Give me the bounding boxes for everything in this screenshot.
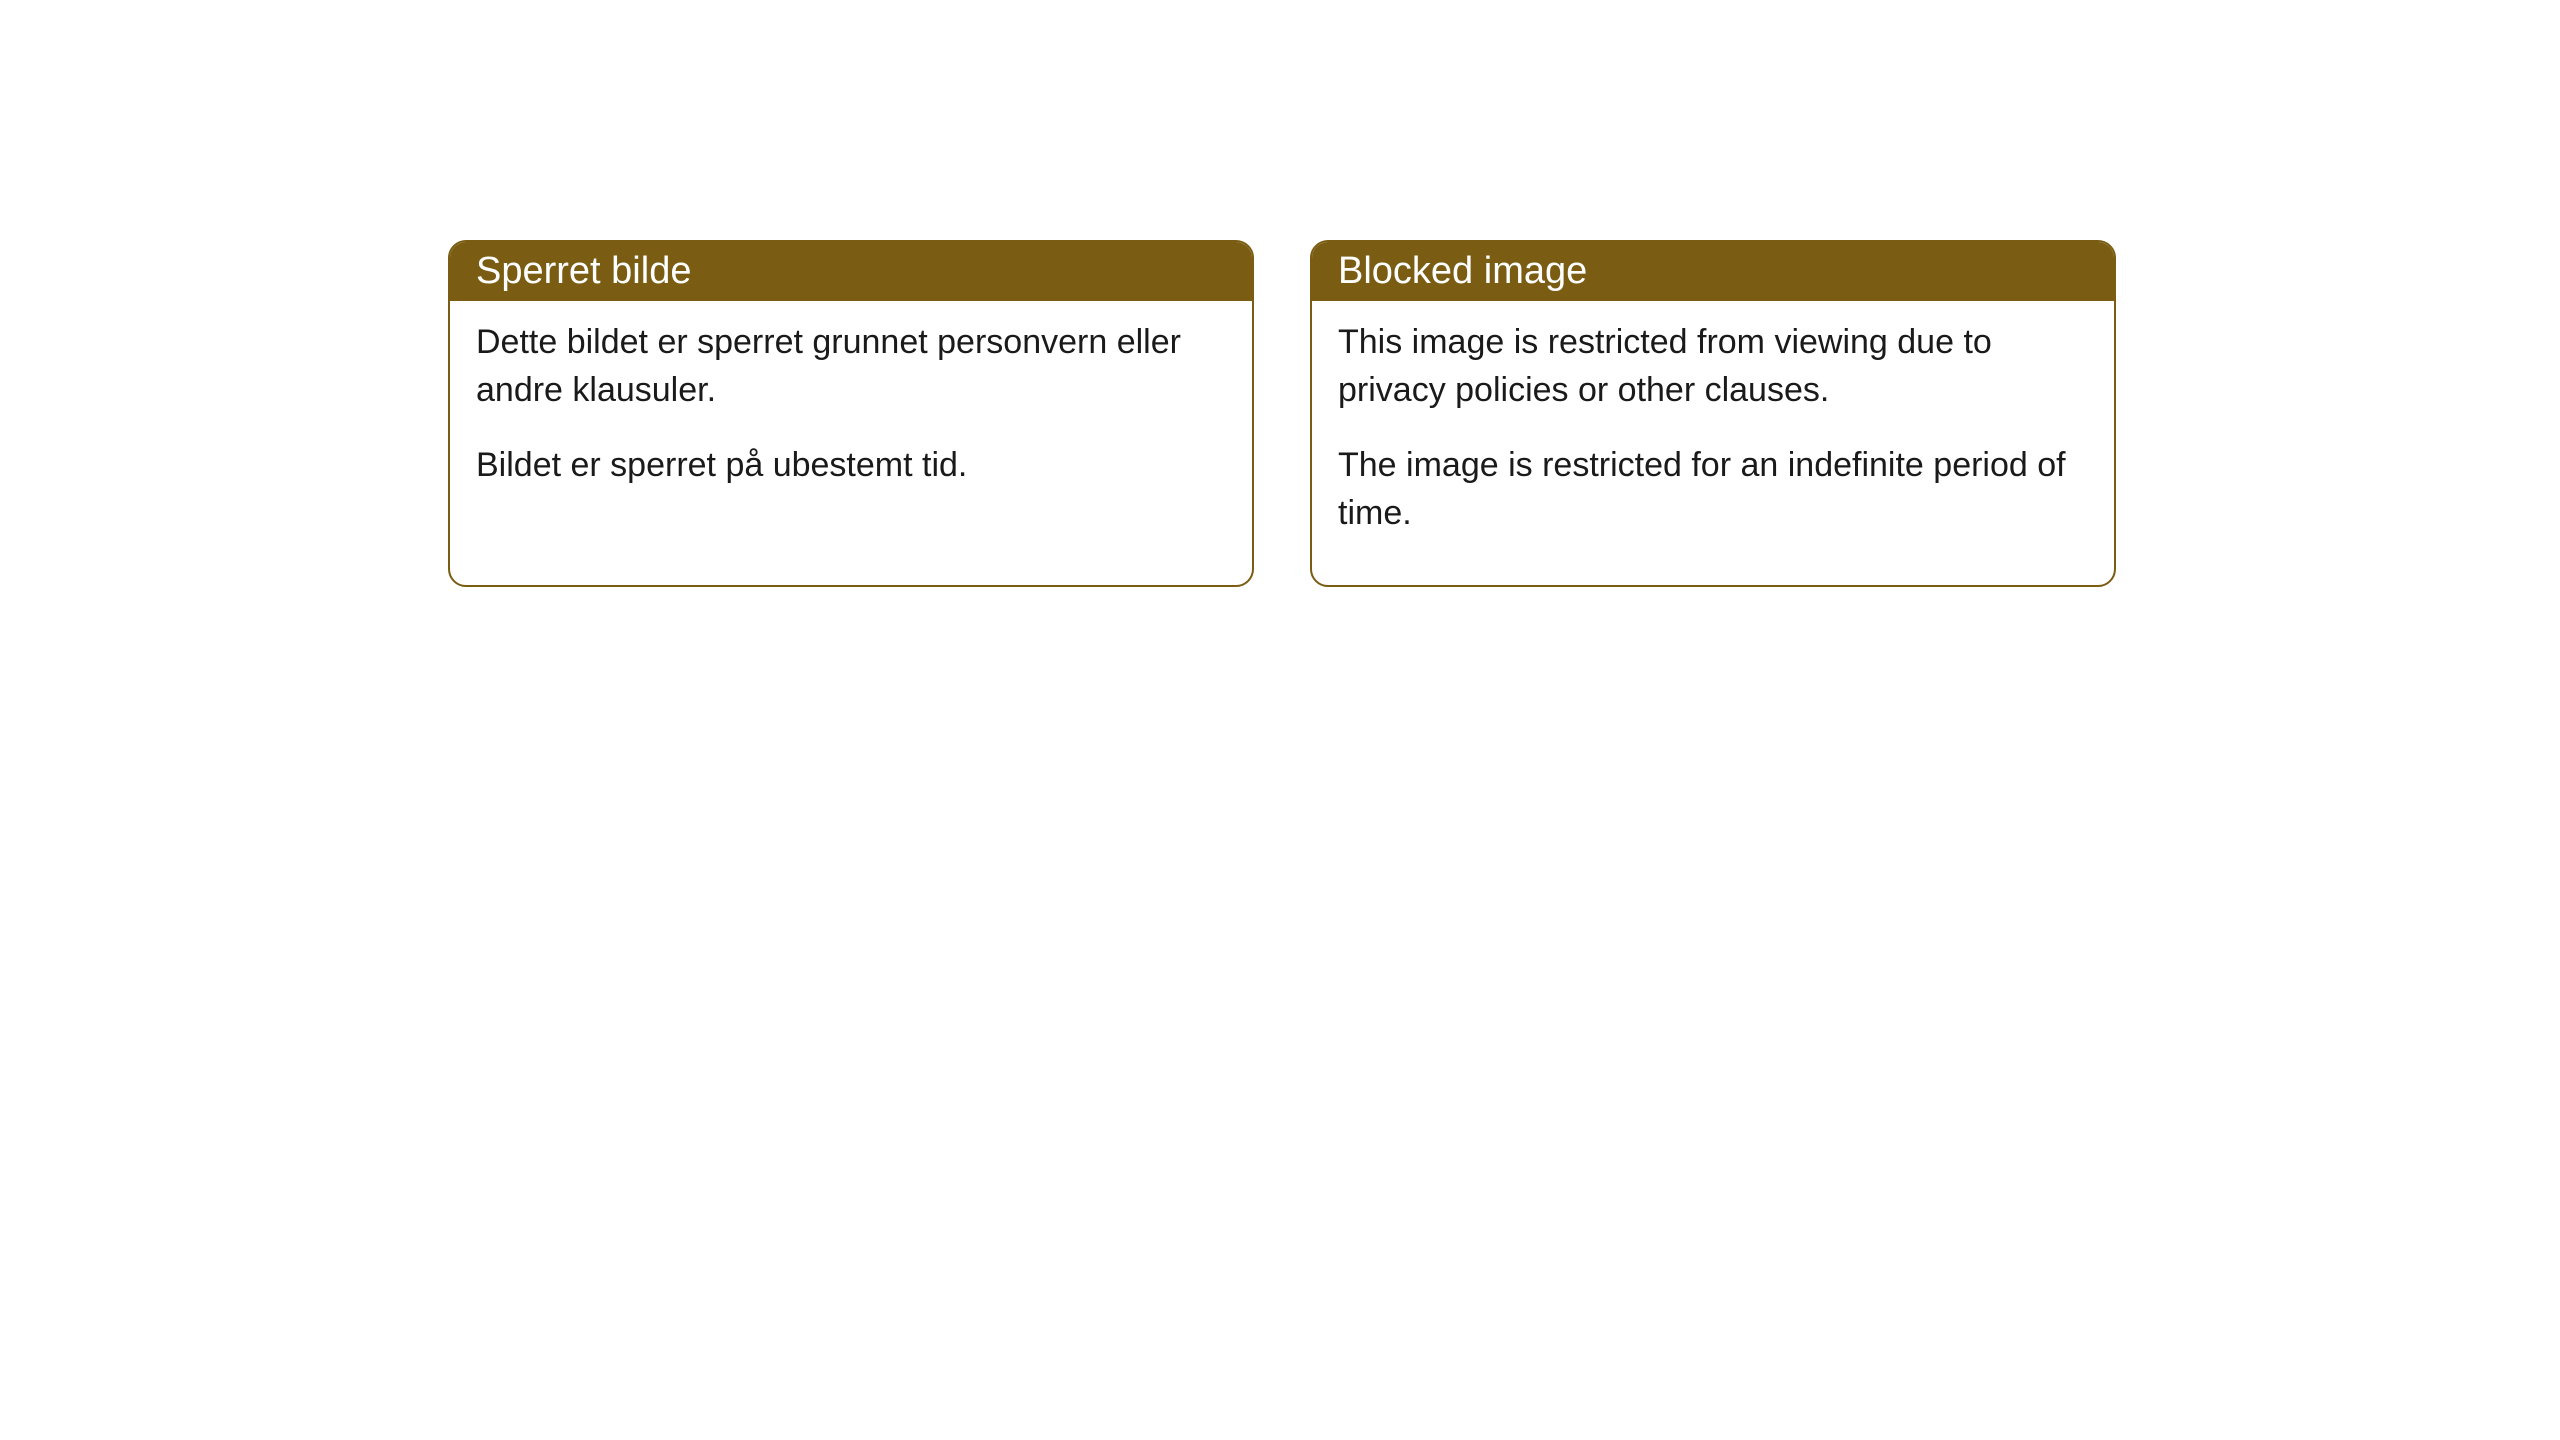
blocked-image-card-norwegian: Sperret bilde Dette bildet er sperret gr… (448, 240, 1254, 587)
card-body: This image is restricted from viewing du… (1312, 301, 2114, 585)
card-header: Blocked image (1312, 242, 2114, 301)
card-paragraph: Dette bildet er sperret grunnet personve… (476, 319, 1226, 414)
card-body: Dette bildet er sperret grunnet personve… (450, 301, 1252, 538)
card-title: Sperret bilde (476, 250, 691, 292)
card-paragraph: Bildet er sperret på ubestemt tid. (476, 442, 1226, 490)
card-title: Blocked image (1338, 250, 1587, 292)
card-paragraph: This image is restricted from viewing du… (1338, 319, 2088, 414)
card-header: Sperret bilde (450, 242, 1252, 301)
card-paragraph: The image is restricted for an indefinit… (1338, 442, 2088, 537)
blocked-image-card-english: Blocked image This image is restricted f… (1310, 240, 2116, 587)
cards-container: Sperret bilde Dette bildet er sperret gr… (448, 240, 2116, 587)
